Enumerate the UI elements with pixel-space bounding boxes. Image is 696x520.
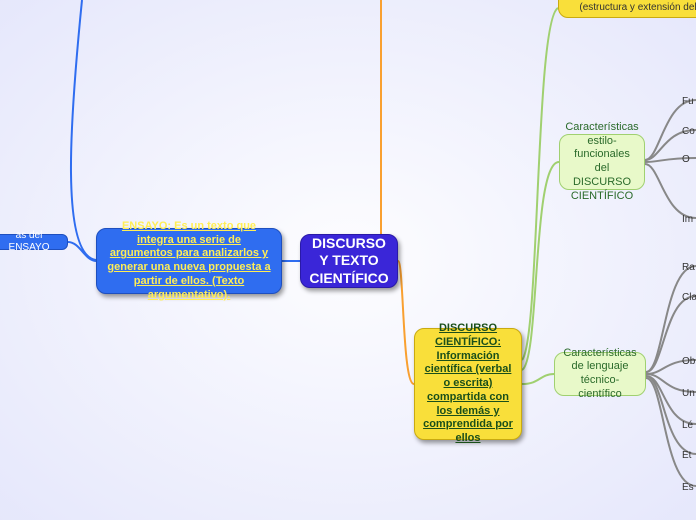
- caracteristicas-lenguaje-label: Características de lenguaje técnico-cien…: [563, 347, 637, 402]
- clipped-leaf-label: Fu: [682, 96, 694, 107]
- ensayo-subtopic-clipped[interactable]: as del ENSAYO: [0, 234, 68, 250]
- ensayo-node[interactable]: ENSAYO: Es un texto que integra una seri…: [96, 228, 282, 294]
- clipped-leaf-label: Co: [682, 126, 695, 137]
- clipped-leaf-label: Lé: [682, 420, 693, 431]
- center-node[interactable]: DISCURSO Y TEXTO CIENTÍFICO: [300, 234, 398, 288]
- discurso-cientifico-node[interactable]: DISCURSO CIENTÍFICO: Información científ…: [414, 328, 522, 440]
- caracteristicas-estilo-node[interactable]: Características estilo-funcionales del D…: [559, 134, 645, 190]
- clipped-leaf-label: Et: [682, 450, 691, 461]
- clipped-leaf-label: Im: [682, 214, 693, 225]
- clipped-leaf-label: Cla: [682, 292, 696, 303]
- clipped-leaf-label: Ob: [682, 356, 695, 367]
- caracteristicas-lenguaje-node[interactable]: Características de lenguaje técnico-cien…: [554, 352, 646, 396]
- center-node-label: DISCURSO Y TEXTO CIENTÍFICO: [309, 235, 389, 288]
- tipos-texto-label: (estructura y extensión del: [579, 2, 696, 15]
- caracteristicas-estilo-label: Características estilo-funcionales del D…: [565, 121, 638, 204]
- clipped-leaf-label: Un: [682, 388, 695, 399]
- tipos-texto-node[interactable]: (estructura y extensión del: [558, 0, 696, 18]
- discurso-cientifico-label: DISCURSO CIENTÍFICO: Información científ…: [423, 322, 513, 446]
- ensayo-node-label: ENSAYO: Es un texto que integra una seri…: [105, 220, 273, 303]
- ensayo-subtopic-label: as del ENSAYO: [0, 230, 61, 255]
- clipped-leaf-label: O: [682, 154, 690, 165]
- clipped-leaf-label: Es: [682, 482, 694, 493]
- clipped-leaf-label: Ra: [682, 262, 695, 273]
